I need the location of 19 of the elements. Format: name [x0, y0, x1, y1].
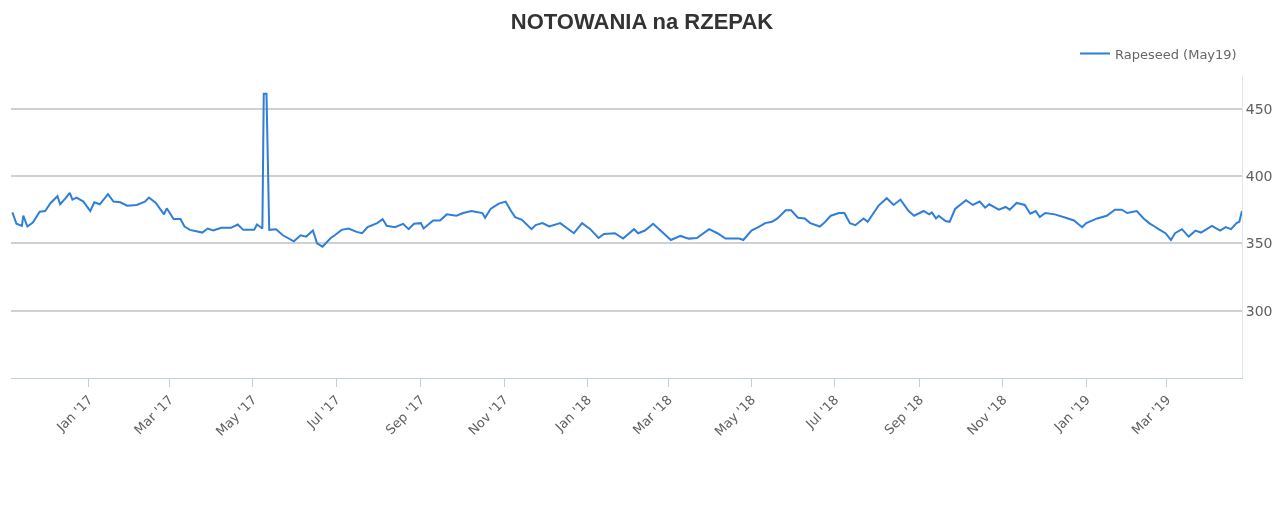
x-tick-label: Jul '18 [802, 392, 842, 432]
chart-title: NOTOWANIA na RZEPAK [510, 8, 774, 34]
x-tick-label: Sep '18 [881, 392, 927, 438]
x-tick-label: Sep '17 [382, 392, 428, 438]
y-tick-label: 350 [1245, 235, 1273, 252]
x-tick-label: Mar '17 [131, 392, 177, 438]
y-tick-label: 400 [1245, 167, 1273, 184]
x-tick-label: Mar '19 [1128, 392, 1174, 438]
legend-label: Rapeseed (May19) [1115, 46, 1237, 62]
x-tick-label: Jan '19 [1050, 392, 1093, 435]
x-tick-label: Jul '17 [303, 392, 343, 432]
y-tick-label: 450 [1245, 100, 1273, 117]
x-tick-label: Jan '18 [551, 392, 595, 435]
line-series [11, 92, 1242, 248]
x-tick-label: Nov '17 [465, 392, 511, 438]
x-tick-label: Nov '18 [963, 392, 1010, 438]
x-tick-label: Mar '18 [629, 392, 675, 438]
y-tick-label: 300 [1245, 302, 1273, 319]
x-tick-label: Jan '17 [52, 392, 96, 435]
